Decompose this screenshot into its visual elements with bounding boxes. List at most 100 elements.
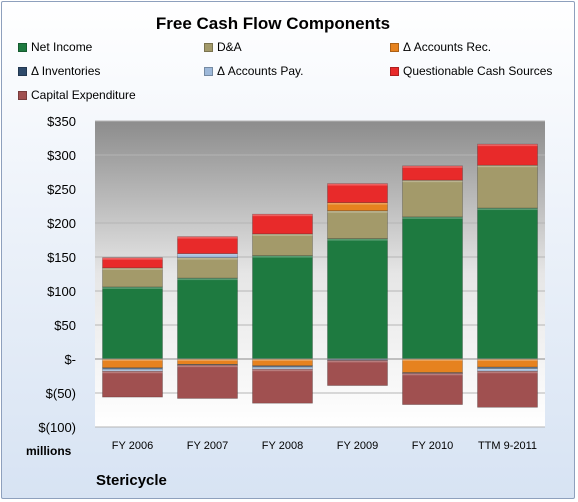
x-tick-label: TTM 9-2011 — [478, 440, 537, 452]
bar-highlight — [252, 233, 313, 236]
bar-highlight — [477, 165, 538, 168]
bar-highlight — [477, 368, 538, 371]
bar-series — [102, 143, 538, 408]
x-tick-label: FY 2010 — [412, 440, 453, 452]
bar-highlight — [177, 236, 238, 239]
bar-highlight — [102, 267, 163, 270]
bar-highlight — [327, 210, 388, 213]
bar-highlight — [102, 369, 163, 372]
bar-segment — [402, 216, 463, 360]
bar-highlight — [252, 255, 313, 258]
bar-segment — [252, 368, 313, 404]
legend-swatch — [390, 43, 399, 52]
bar-segment — [327, 360, 388, 386]
y-tick-label: $(100) — [38, 420, 76, 435]
bar-highlight — [327, 183, 388, 186]
bar-highlight — [477, 144, 538, 147]
legend-swatch — [18, 43, 27, 52]
company-name: Stericycle — [96, 472, 167, 489]
bar-segment — [252, 365, 313, 368]
bar-highlight — [177, 253, 238, 256]
bar-segment — [102, 267, 163, 288]
bar-highlight — [252, 367, 313, 370]
legend-label: Δ Inventories — [31, 64, 101, 78]
bar-highlight — [327, 360, 388, 363]
bar-segment — [402, 358, 463, 373]
bar-highlight — [477, 367, 538, 369]
bar-highlight — [252, 359, 313, 361]
bar-highlight — [102, 257, 163, 260]
legend-item-questionable-cash: Questionable Cash Sources — [390, 64, 552, 78]
bar-highlight — [177, 365, 238, 368]
bar-highlight — [477, 371, 538, 374]
bar-highlight — [102, 371, 163, 374]
bar-highlight — [402, 372, 463, 374]
bar-segment — [252, 213, 313, 235]
bar-segment — [477, 207, 538, 360]
legend-item-capex: Capital Expenditure — [18, 88, 136, 102]
bar-highlight — [102, 359, 163, 361]
bar-highlight — [327, 238, 388, 241]
bar-highlight — [252, 365, 313, 368]
bar-segment — [177, 364, 238, 399]
bar-segment — [477, 370, 538, 408]
bar-highlight — [102, 286, 163, 289]
bar-highlight — [177, 359, 238, 361]
legend: Net Income D&A Δ Accounts Rec. Δ Invento… — [0, 0, 578, 110]
legend-item-d-and-a: D&A — [204, 40, 242, 54]
axes: $350 $300 $250 $200 $150 $100 $50 $- $(50) $(100)… — [38, 114, 545, 452]
bar-highlight — [327, 359, 388, 361]
y-tick-label: $150 — [47, 250, 76, 265]
y-tick-label: $300 — [47, 148, 76, 163]
bar-segment — [477, 143, 538, 166]
x-tick-label: FY 2009 — [337, 440, 378, 452]
legend-swatch — [204, 43, 213, 52]
x-tick-label: FY 2008 — [262, 440, 303, 452]
legend-label: Net Income — [31, 40, 93, 54]
bar-segment — [102, 286, 163, 360]
y-tick-label: $200 — [47, 216, 76, 231]
bar-highlight — [402, 180, 463, 183]
bar-segment — [402, 372, 463, 405]
y-axis-unit-label: millions — [26, 444, 72, 458]
y-tick-label: $350 — [47, 114, 76, 129]
chart-title: Free Cash Flow Components — [155, 14, 391, 33]
bar-segment — [252, 255, 313, 360]
bar-segment — [327, 238, 388, 360]
grid-lines — [95, 120, 545, 428]
legend-swatch — [204, 67, 213, 76]
bar-segment — [102, 367, 163, 370]
legend-label: Δ Accounts Rec. — [403, 40, 492, 54]
bar-highlight — [327, 202, 388, 205]
bar-segment — [177, 277, 238, 360]
bar-highlight — [477, 208, 538, 211]
bar-highlight — [177, 257, 238, 260]
y-tick-label: $250 — [47, 182, 76, 197]
legend-label: Capital Expenditure — [31, 88, 136, 102]
bar-highlight — [477, 359, 538, 361]
bar-segment — [102, 370, 163, 398]
y-tick-label: $- — [64, 352, 76, 367]
legend-label: D&A — [217, 40, 242, 54]
bar-segment — [102, 257, 163, 269]
legend-item-inventories: Δ Inventories — [18, 64, 100, 78]
bar-highlight — [402, 165, 463, 168]
bar-highlight — [402, 373, 463, 376]
legend-swatch — [18, 91, 27, 100]
bar-highlight — [252, 214, 313, 217]
legend-swatch — [390, 67, 399, 76]
bar-highlight — [177, 278, 238, 281]
legend-item-net-income: Net Income — [18, 40, 92, 54]
bar-segment — [177, 257, 238, 279]
x-tick-label: FY 2006 — [112, 440, 153, 452]
legend-label: Δ Accounts Pay. — [217, 64, 304, 78]
plot-background — [95, 121, 545, 427]
x-tick-label: FY 2007 — [187, 440, 228, 452]
y-tick-label: $(50) — [46, 386, 76, 401]
bar-highlight — [252, 369, 313, 372]
plot-area: $350 $300 $250 $200 $150 $100 $50 $- $(50) $(100)… — [38, 114, 545, 452]
bar-segment — [327, 210, 388, 239]
bar-segment — [402, 179, 463, 218]
legend-item-accounts-pay: Δ Accounts Pay. — [204, 64, 304, 78]
bar-highlight — [402, 359, 463, 361]
